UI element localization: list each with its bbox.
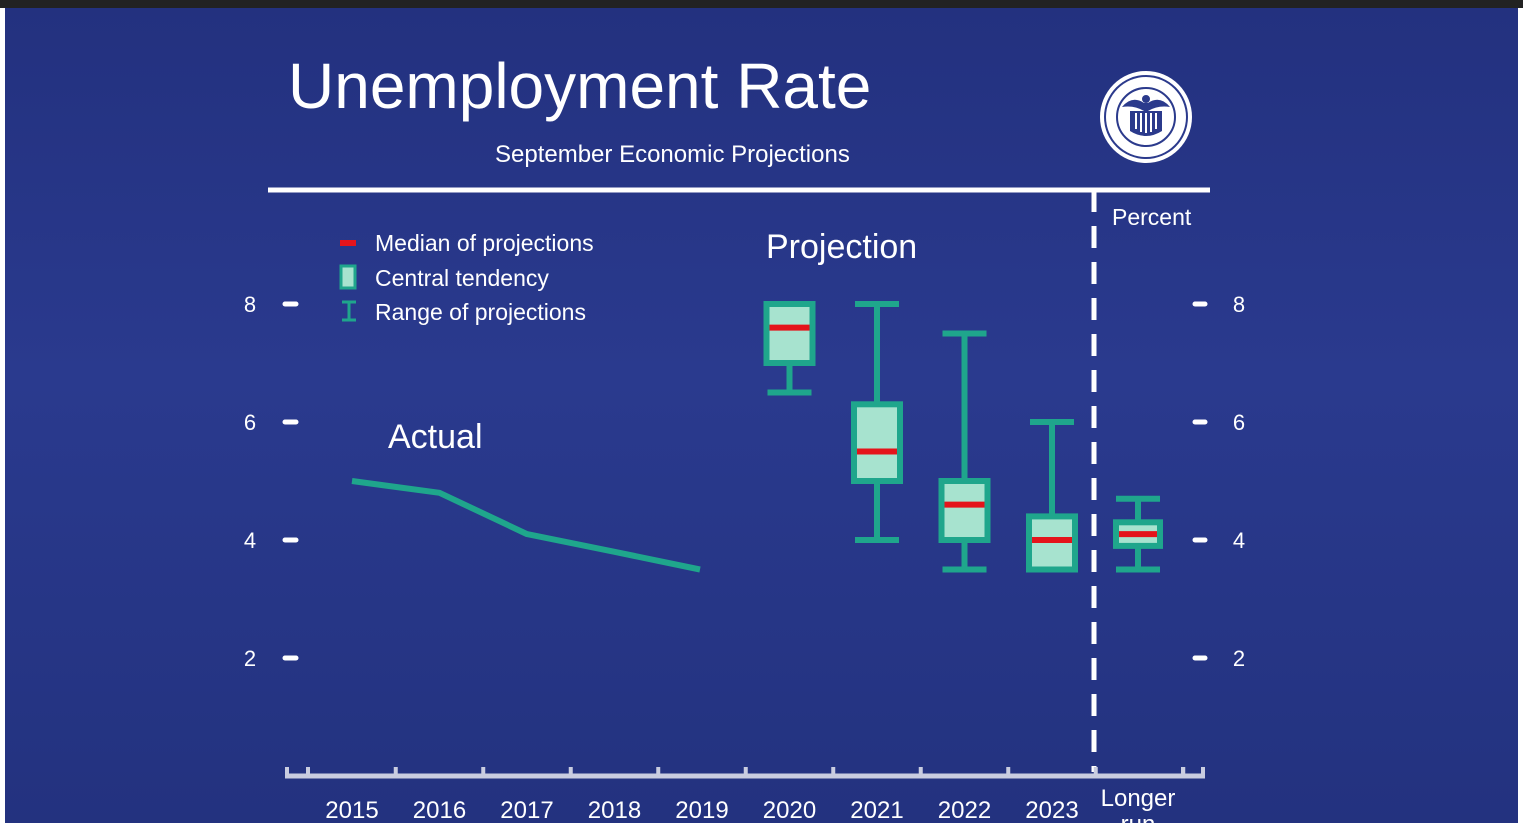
- legend-median-label: Median of projections: [375, 230, 594, 256]
- projection-2020: [763, 301, 816, 396]
- legend: Median of projections Central tendency R…: [339, 230, 594, 325]
- y-tick-label-left: 6: [244, 410, 256, 435]
- unit-label: Percent: [1112, 204, 1192, 230]
- x-tick-label: 2023: [1025, 797, 1078, 823]
- top-border: [0, 0, 1523, 8]
- x-tick-label: 2017: [500, 797, 553, 823]
- legend-median-swatch: [340, 240, 356, 246]
- x-tick-label: 2016: [413, 797, 466, 823]
- legend-central-swatch: [339, 264, 357, 290]
- x-tick-label: 2019: [675, 797, 728, 823]
- actual-line: [351, 478, 701, 573]
- series-layer: [351, 301, 1163, 573]
- fed-seal-icon: [1100, 71, 1192, 163]
- x-tick-label: 2018: [588, 797, 641, 823]
- central-tendency-box: [851, 401, 903, 484]
- annotation-projection: Projection: [766, 228, 917, 266]
- x-axis: 2015 2016 2017 2018 2019 2020 2021 2022 2023 Long…: [285, 767, 1205, 823]
- chart-slide: [5, 8, 1518, 823]
- central-tendency-box: [938, 478, 991, 543]
- central-tendency-box: [763, 301, 816, 366]
- projection-2022: [938, 330, 991, 573]
- y-tick-label-left: 8: [244, 292, 256, 317]
- projection-2021: [851, 301, 903, 543]
- x-tick-label: 2015: [325, 797, 378, 823]
- legend-range-swatch: [342, 300, 356, 322]
- y-axis-left: 2 4 6 8: [244, 292, 299, 671]
- y-tick-label-right: 2: [1233, 646, 1245, 671]
- x-tick-label: 2022: [938, 797, 991, 823]
- legend-central-label: Central tendency: [375, 265, 549, 291]
- y-tick-label-right: 4: [1233, 528, 1245, 553]
- legend-range-label: Range of projections: [375, 299, 586, 325]
- y-tick-label-right: 6: [1233, 410, 1245, 435]
- x-tick-label: run: [1121, 811, 1156, 823]
- chart-title: Unemployment Rate: [288, 50, 871, 122]
- y-axis-right: 2 4 6 8: [1192, 292, 1245, 671]
- x-tick-label: 2021: [850, 797, 903, 823]
- x-tick-label: Longer: [1101, 785, 1176, 812]
- annotation-actual: Actual: [388, 418, 483, 456]
- projection-2023: [1026, 419, 1078, 573]
- chart-subtitle: September Economic Projections: [495, 141, 850, 168]
- y-tick-label-left: 4: [244, 528, 256, 553]
- y-tick-label-right: 8: [1233, 292, 1245, 317]
- projection-longer-run: [1113, 495, 1163, 573]
- x-tick-label: 2020: [763, 797, 816, 823]
- y-tick-label-left: 2: [244, 646, 256, 671]
